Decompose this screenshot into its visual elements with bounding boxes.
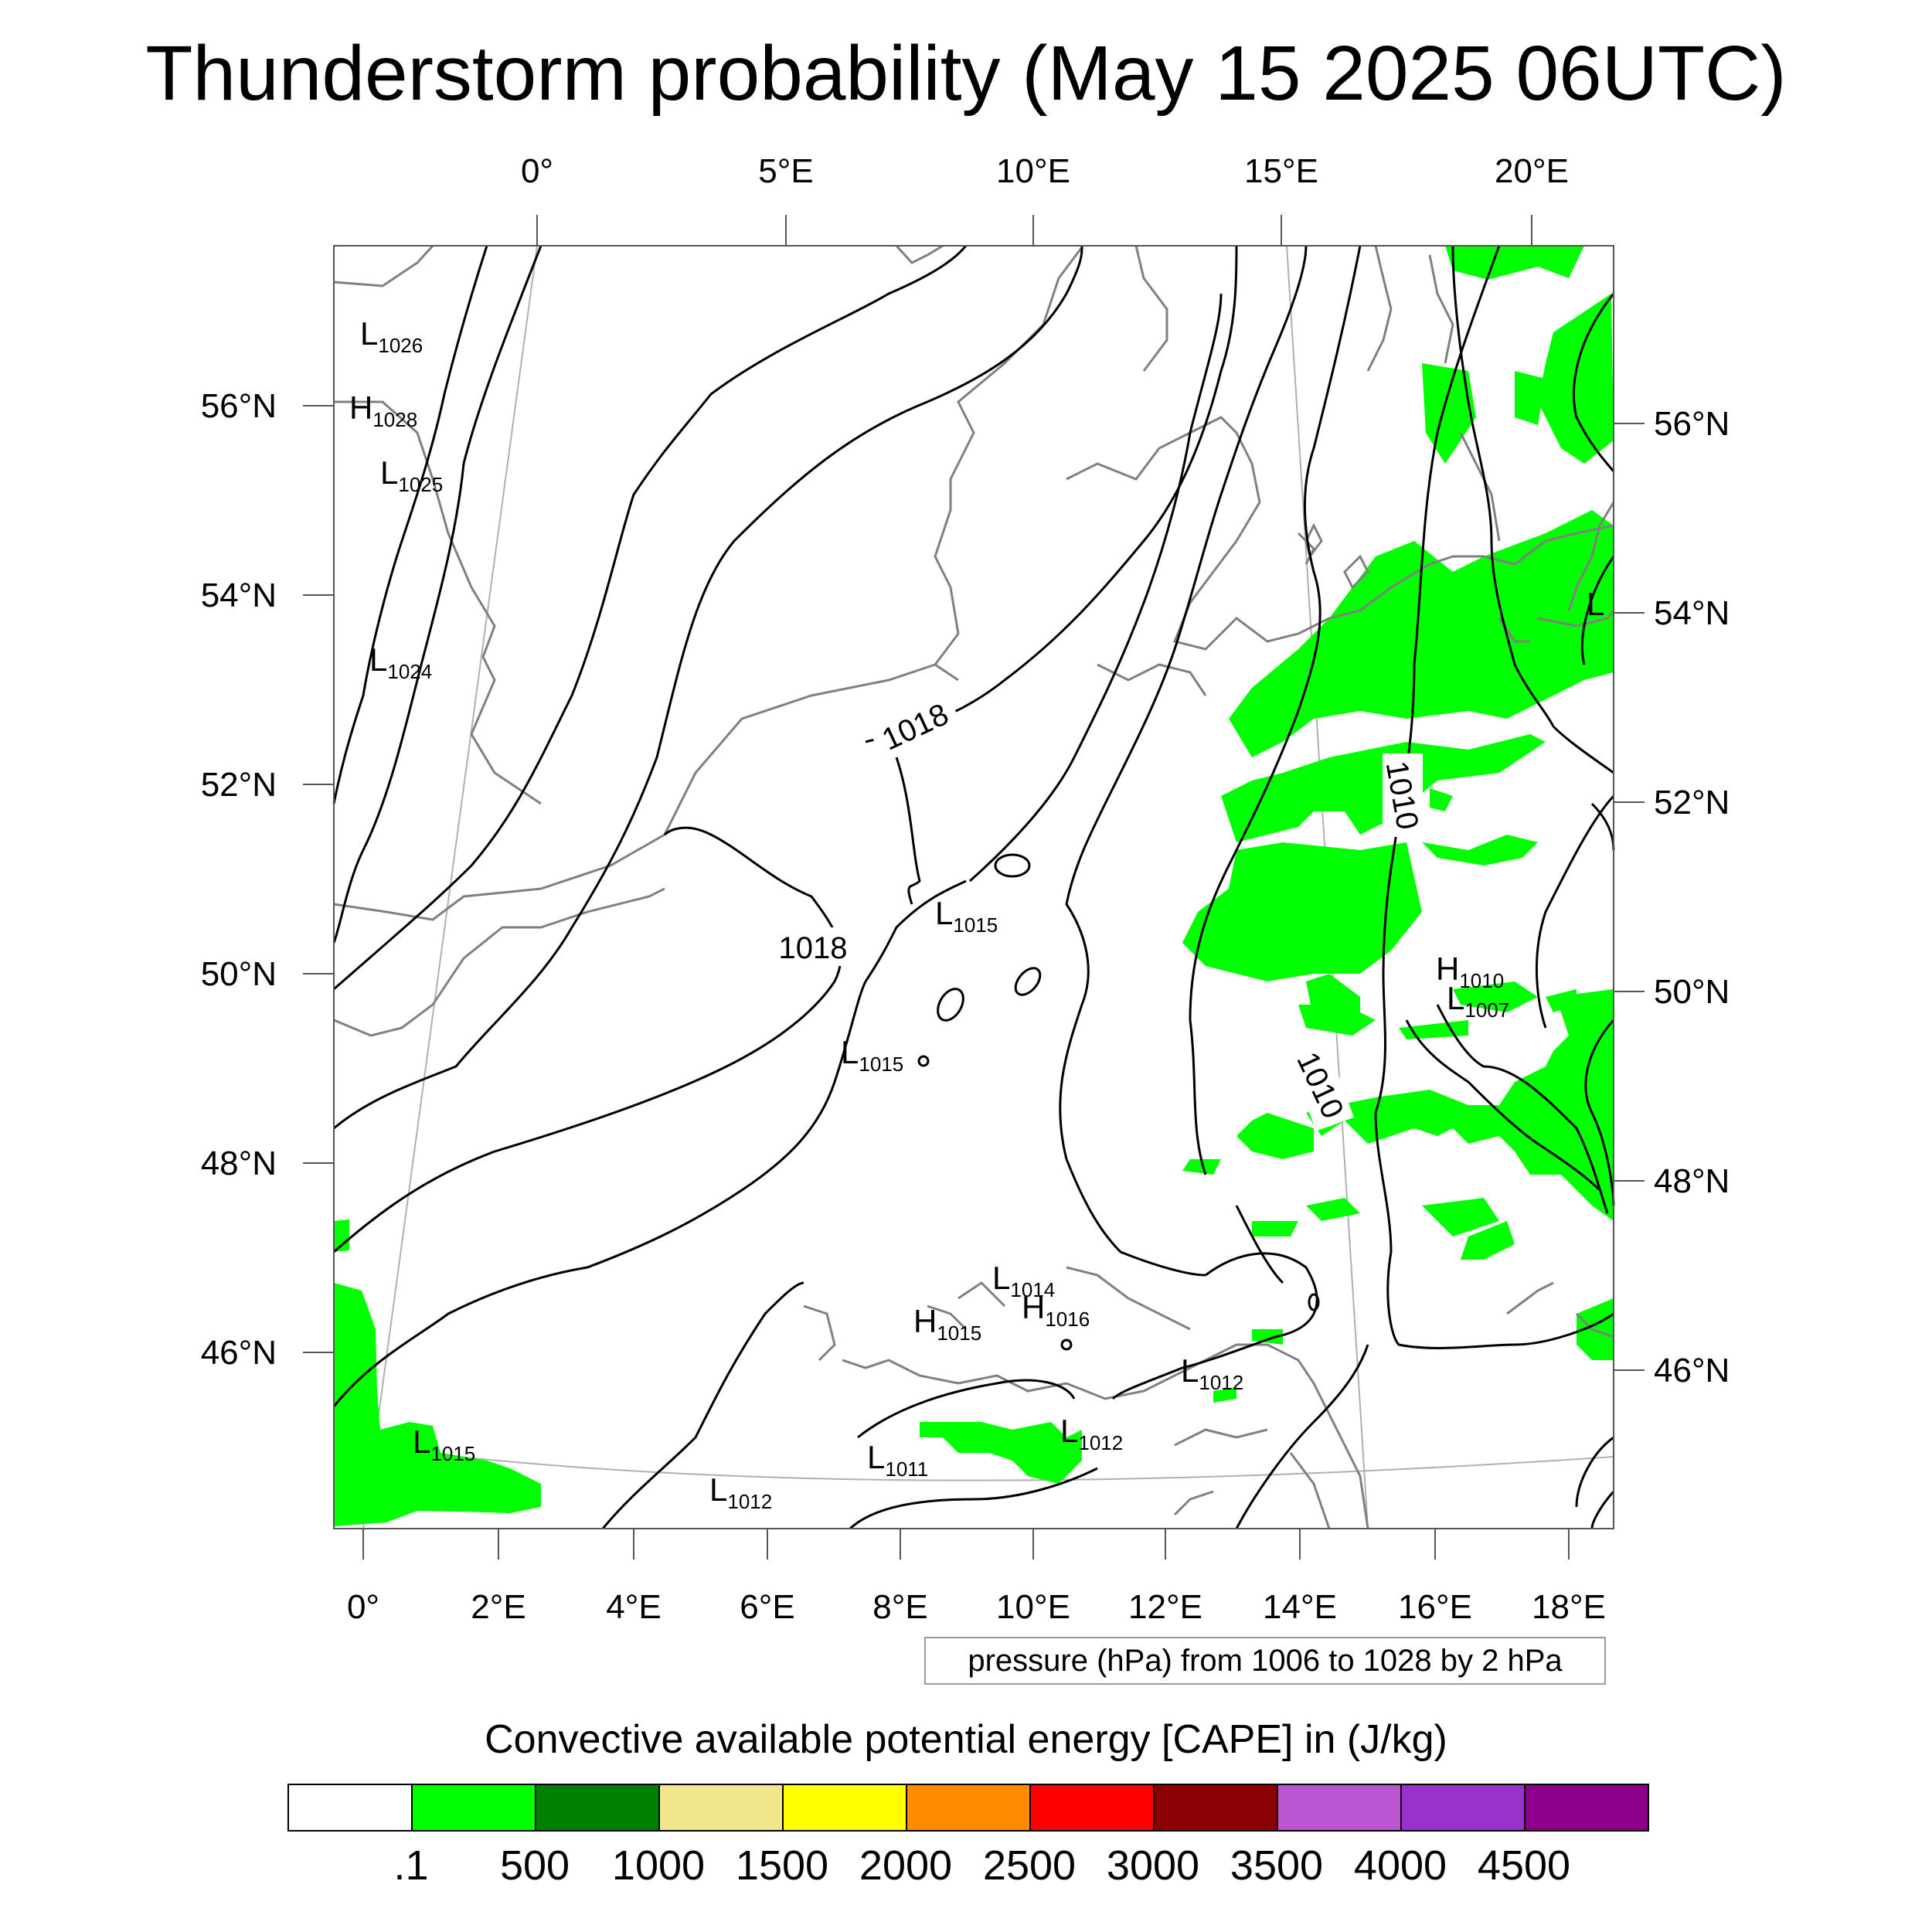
colorbar-label: 3500 [1230, 1842, 1324, 1889]
colorbar-label: 3000 [1106, 1842, 1200, 1889]
top-lon-label: 5°E [758, 152, 813, 190]
pressure-centers: L1026 H1028 L1025 L1024 L1015 L1015 L101… [349, 315, 1604, 1513]
right-lat-labels: 56°N 54°N 52°N 50°N 48°N 46°N [1654, 405, 1730, 1389]
colorbar-segment [1277, 1784, 1402, 1832]
svg-text:L1015: L1015 [413, 1423, 475, 1465]
bottom-lon-label: 10°E [996, 1588, 1070, 1626]
legend-title: Convective available potential energy [C… [485, 1717, 1447, 1762]
svg-text:L1007: L1007 [1447, 980, 1509, 1022]
pressure-center-low: L1012 [709, 1471, 772, 1513]
svg-text:L1012: L1012 [1181, 1352, 1243, 1394]
pressure-center-low: L1011 [867, 1439, 928, 1481]
contour-info-box: pressure (hPa) from 1006 to 1028 by 2 hP… [924, 1637, 1606, 1685]
svg-text:L: L [1587, 586, 1604, 622]
tick-marks [303, 215, 1645, 1560]
left-lat-label: 56°N [201, 387, 277, 425]
top-lon-label: 10°E [996, 152, 1070, 190]
contour-label: 1018 [779, 931, 848, 965]
colorbar-label: .1 [393, 1842, 429, 1889]
left-lat-label: 48°N [201, 1145, 277, 1182]
colorbar-label: 4500 [1477, 1842, 1571, 1889]
svg-text:L1025: L1025 [380, 454, 443, 496]
colorbar-segment [658, 1784, 784, 1832]
left-lat-label: 52°N [201, 766, 277, 804]
top-lon-labels: 0° 5°E 10°E 15°E 20°E [521, 152, 1569, 190]
pressure-center-low: L1015 [935, 895, 998, 937]
svg-text:H1028: H1028 [349, 389, 417, 431]
left-lat-label: 50°N [201, 955, 277, 993]
pressure-center-low: L1024 [369, 641, 432, 683]
colorbar [287, 1784, 1655, 1835]
svg-text:L1012: L1012 [1060, 1413, 1123, 1454]
colorbar-segment [287, 1784, 413, 1832]
pressure-center-low: L1007 [1447, 980, 1509, 1022]
pressure-center-low: L1012 [1060, 1413, 1123, 1454]
bottom-lon-label: 8°E [872, 1588, 927, 1626]
top-lon-label: 20°E [1495, 152, 1569, 190]
svg-text:H1015: H1015 [913, 1303, 981, 1345]
colorbar-label: 1500 [735, 1842, 829, 1889]
pressure-center-low: L [1587, 586, 1604, 622]
left-lat-label: 54°N [201, 577, 277, 614]
pressure-center-high: H1016 [1022, 1289, 1090, 1331]
right-lat-label: 52°N [1654, 784, 1730, 821]
colorbar-segment [535, 1784, 660, 1832]
pressure-center-high: H1015 [913, 1303, 981, 1345]
bottom-lon-label: 14°E [1263, 1588, 1337, 1626]
bottom-lon-label: 6°E [740, 1588, 794, 1626]
left-lat-label: 46°N [201, 1334, 277, 1372]
svg-text:L1011: L1011 [867, 1439, 928, 1481]
top-lon-label: 15°E [1244, 152, 1318, 190]
right-lat-label: 46°N [1654, 1352, 1730, 1389]
colorbar-segment [1400, 1784, 1526, 1832]
colorbar-segment [906, 1784, 1031, 1832]
right-lat-label: 56°N [1654, 405, 1730, 443]
svg-text:H1016: H1016 [1022, 1289, 1090, 1331]
bottom-lon-label: 12°E [1128, 1588, 1202, 1626]
top-lon-label: 0° [521, 152, 553, 190]
right-lat-label: 48°N [1654, 1162, 1730, 1200]
right-lat-label: 54°N [1654, 594, 1730, 632]
pressure-center-low: L1015 [841, 1034, 903, 1076]
colorbar-segment [1524, 1784, 1649, 1832]
bottom-lon-label: 0° [347, 1588, 379, 1626]
colorbar-label: 4000 [1353, 1842, 1447, 1889]
bottom-lon-label: 4°E [606, 1588, 661, 1626]
contour-label-bg [770, 690, 1423, 1131]
map-frame [333, 245, 1614, 1529]
bottom-lon-labels: 0° 2°E 4°E 6°E 8°E 10°E 12°E 14°E 16°E 1… [347, 1588, 1606, 1626]
svg-text:L1014: L1014 [992, 1260, 1055, 1301]
pressure-center-low: L1026 [360, 315, 423, 357]
svg-text:H1010: H1010 [1436, 951, 1504, 992]
colorbar-segment [782, 1784, 907, 1832]
bottom-lon-label: 16°E [1398, 1588, 1472, 1626]
svg-text:L1015: L1015 [841, 1034, 903, 1076]
colorbar-label: 2500 [982, 1842, 1077, 1889]
svg-text:L1012: L1012 [709, 1471, 772, 1513]
pressure-center-low: L1025 [380, 454, 443, 496]
colorbar-label: 500 [499, 1842, 570, 1889]
pressure-center-low: L1012 [1181, 1352, 1243, 1394]
left-lat-labels: 56°N 54°N 52°N 50°N 48°N 46°N [201, 387, 277, 1372]
svg-text:L1024: L1024 [369, 641, 432, 683]
pressure-center-high: H1010 [1436, 951, 1504, 992]
svg-text:L1026: L1026 [360, 315, 423, 357]
bottom-lon-label: 18°E [1532, 1588, 1606, 1626]
svg-text:L1015: L1015 [935, 895, 998, 937]
pressure-center-low: L1014 [992, 1260, 1055, 1301]
colorbar-segment [1029, 1784, 1155, 1832]
pressure-center-low: L1015 [413, 1423, 475, 1465]
chart-title: Thunderstorm probability (May 15 2025 06… [145, 30, 1787, 117]
colorbar-segment [411, 1784, 536, 1832]
colorbar-label: 2000 [859, 1842, 953, 1889]
pressure-center-high: H1028 [349, 389, 417, 431]
bottom-lon-label: 2°E [471, 1588, 526, 1626]
colorbar-segment [1153, 1784, 1278, 1832]
right-lat-label: 50°N [1654, 973, 1730, 1011]
colorbar-label: 1000 [611, 1842, 706, 1889]
